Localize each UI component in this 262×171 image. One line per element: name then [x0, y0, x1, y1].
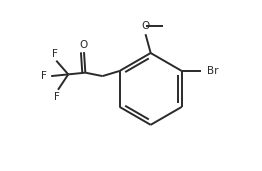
Text: O: O	[80, 40, 88, 50]
Text: F: F	[52, 49, 58, 59]
Text: Br: Br	[207, 66, 219, 76]
Text: F: F	[41, 71, 47, 81]
Text: F: F	[54, 92, 60, 102]
Text: O: O	[141, 21, 150, 31]
